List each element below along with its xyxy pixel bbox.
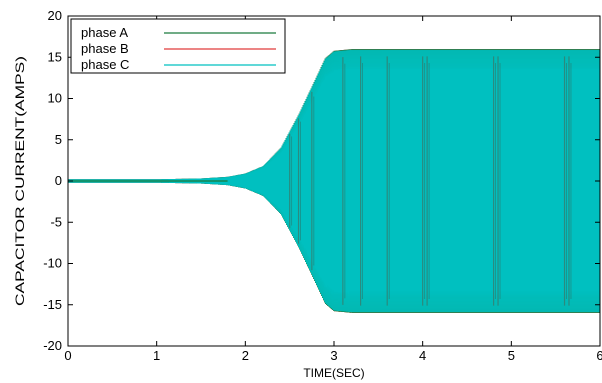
legend-entry-phase-a: phase A [81,25,128,40]
plot-area [68,49,600,313]
y-tick-label: 0 [55,173,62,188]
x-tick-label: 2 [242,348,249,363]
y-tick-label: -5 [50,214,62,229]
y-tick-label: -20 [43,338,62,353]
x-tick-label: 4 [419,348,426,363]
y-tick-label: 15 [48,49,62,64]
x-tick-label: 0 [64,348,71,363]
x-axis-label: TIME(SEC) [303,366,364,380]
y-tick-label: 10 [48,91,62,106]
axes: 0 1 2 3 4 5 6 -20 -15 -10 -5 0 5 10 15 20 [43,8,602,363]
x-tick-label: 5 [508,348,515,363]
y-tick-label: -10 [43,256,62,271]
legend-box [70,18,286,74]
legend-entry-phase-c: phase C [81,57,129,72]
y-tick-label: -15 [43,297,62,312]
x-tick-label: 6 [596,348,602,363]
x-tick-label: 1 [153,348,160,363]
y-axis-label: CAPACITOR CURRENT(AMPS) [13,56,27,306]
x-tick-label: 3 [330,348,337,363]
y-tick-label: 20 [48,8,62,23]
legend-entry-phase-b: phase B [81,41,129,56]
y-tick-label: 5 [55,132,62,147]
